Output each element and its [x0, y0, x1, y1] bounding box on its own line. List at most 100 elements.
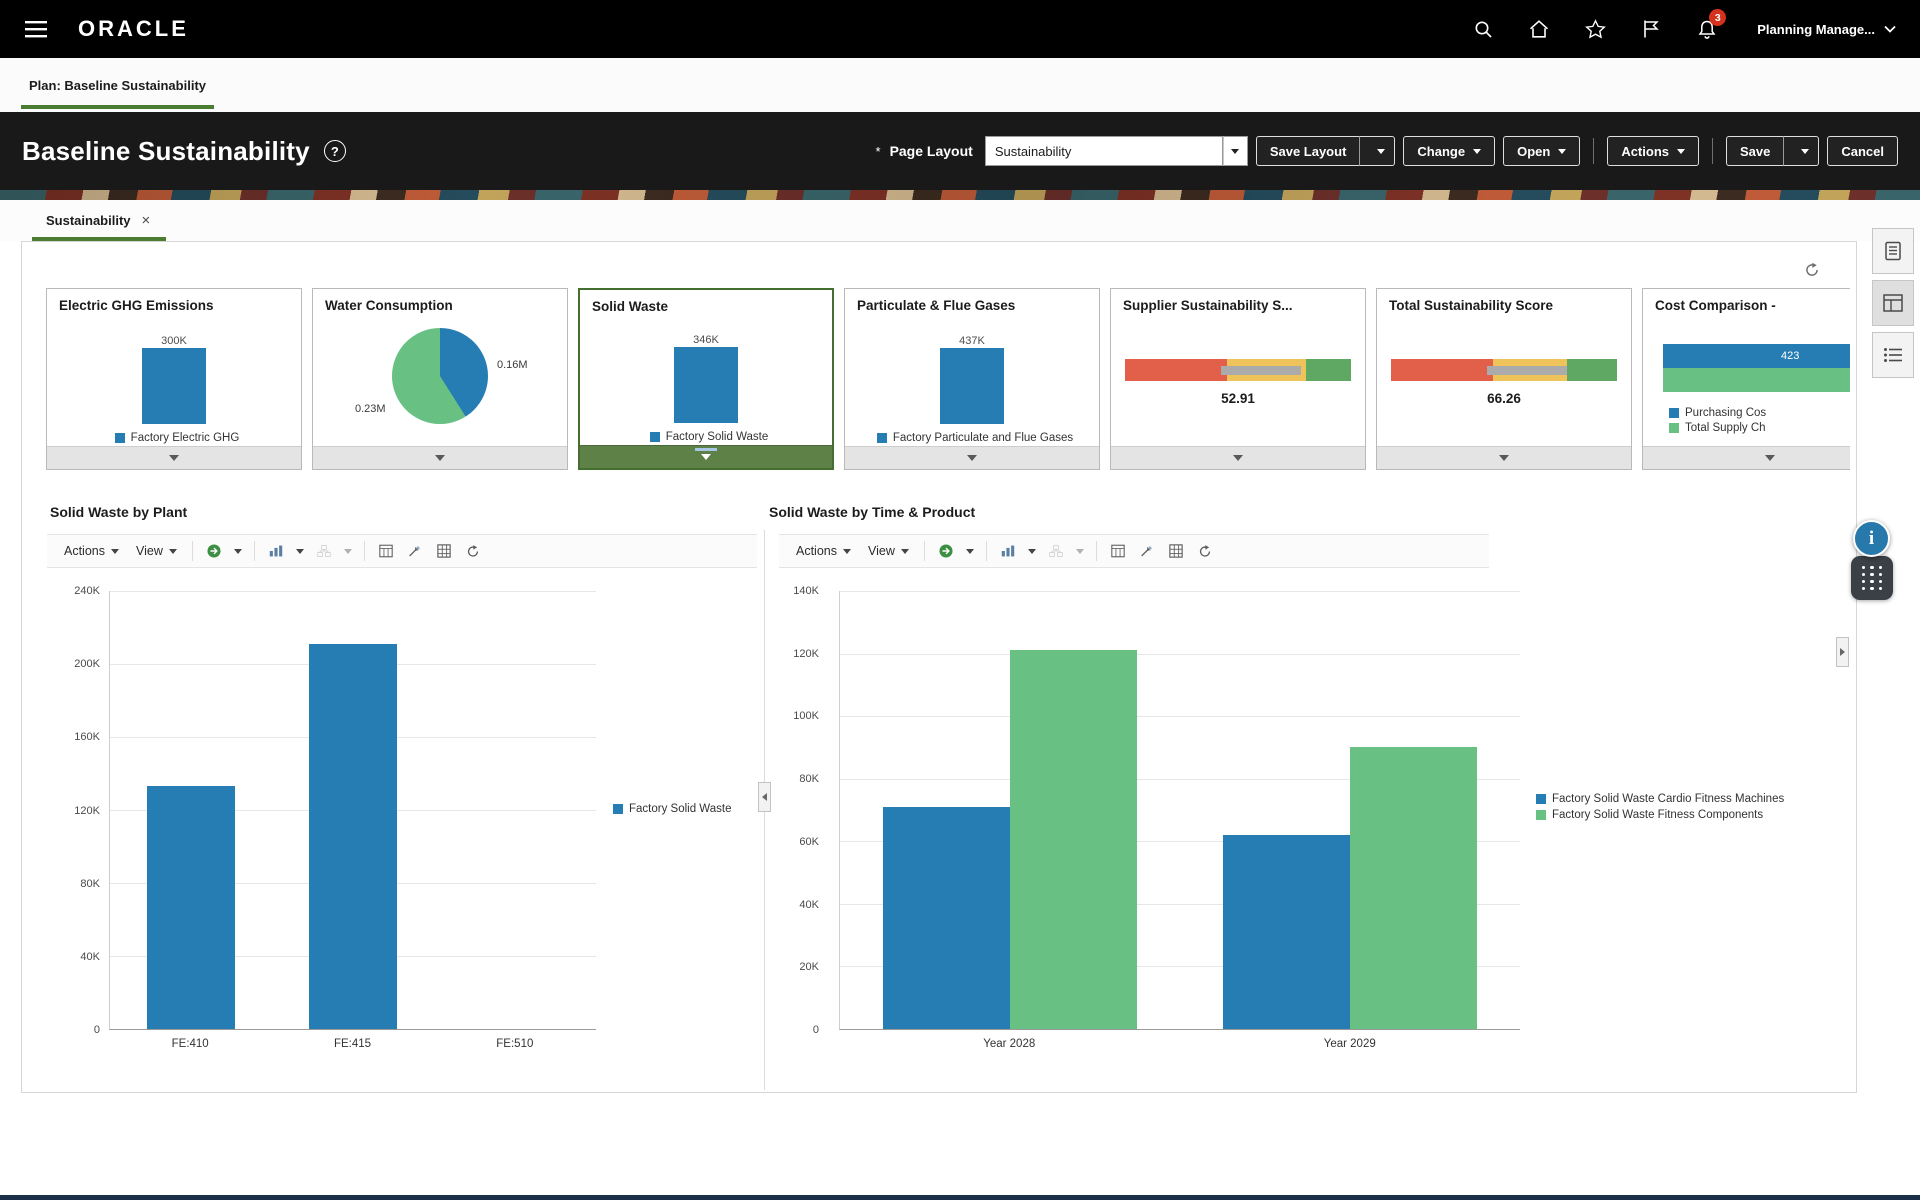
save-dropdown-button[interactable] — [1783, 136, 1820, 166]
caret-down-icon — [168, 548, 177, 554]
bar-year2028-cardio-fitness-machines[interactable] — [883, 806, 1010, 1029]
search-icon — [1475, 21, 1492, 38]
bar-fe410[interactable] — [147, 786, 235, 1029]
tile-expand-button[interactable] — [1377, 446, 1631, 469]
change-button[interactable]: Change — [1403, 136, 1496, 166]
subtab-label: Sustainability — [46, 213, 131, 228]
navigation-menu-button[interactable] — [18, 11, 54, 47]
bar-year2029-cardio-fitness-machines[interactable] — [1223, 835, 1350, 1029]
tile-expand-button[interactable] — [1111, 446, 1365, 469]
tile-expand-button[interactable] — [47, 446, 301, 469]
go-button[interactable] — [201, 538, 227, 564]
infotile-cost-comparison[interactable]: Cost Comparison - 423 Purchasing Cos Tot… — [1642, 288, 1850, 470]
go-options-button[interactable] — [230, 538, 246, 564]
user-menu[interactable]: Planning Manage... — [1751, 21, 1902, 38]
chart-toolbar: Actions View — [47, 534, 757, 568]
home-button[interactable] — [1517, 8, 1561, 50]
infotile-total-sustainability-score[interactable]: Total Sustainability Score 66.26 — [1376, 288, 1632, 470]
chart-type-options-button[interactable] — [292, 538, 308, 564]
infotile-particulate-flue-gases[interactable]: Particulate & Flue Gases 437K Factory Pa… — [844, 288, 1100, 470]
chart-type-button[interactable] — [995, 538, 1021, 564]
watchlist-button[interactable] — [1629, 8, 1673, 50]
go-options-button[interactable] — [962, 538, 978, 564]
guided-learning-button[interactable]: i — [1853, 520, 1890, 557]
tab-plan-baseline-sustainability[interactable]: Plan: Baseline Sustainability — [21, 58, 214, 112]
actions-menu-button[interactable]: Actions — [57, 538, 126, 564]
widget-keypad[interactable] — [1851, 556, 1893, 600]
export-button[interactable] — [1105, 538, 1131, 564]
close-tab-button[interactable]: × — [141, 212, 151, 229]
help-button[interactable]: ? — [323, 140, 346, 162]
grid-view-button[interactable] — [1163, 538, 1189, 564]
reset-layout-button[interactable] — [1798, 256, 1826, 284]
panel-toggle-document-button[interactable] — [1872, 228, 1914, 274]
save-layout-button[interactable]: Save Layout — [1255, 136, 1360, 166]
search-button[interactable] — [1461, 8, 1505, 50]
infotile-solid-waste[interactable]: Solid Waste 346K Factory Solid Waste — [578, 288, 834, 470]
infotile-water-consumption[interactable]: Water Consumption 0.16M 0.23M — [312, 288, 568, 470]
cancel-button[interactable]: Cancel — [1827, 136, 1898, 166]
view-menu-button[interactable]: View — [129, 538, 184, 564]
home-icon — [1530, 20, 1549, 38]
go-button[interactable] — [933, 538, 959, 564]
caret-down-icon — [843, 548, 851, 554]
panel-toggle-tiles-button[interactable] — [1872, 280, 1914, 326]
caret-down-icon — [1558, 148, 1567, 154]
keypad-dot — [1878, 586, 1883, 591]
grid-icon — [1169, 544, 1183, 558]
chart-type-button[interactable] — [263, 538, 289, 564]
y-axis-tick-label: 0 — [93, 1024, 100, 1036]
tab-sustainability[interactable]: Sustainability × — [32, 200, 167, 241]
detach-button[interactable] — [1134, 538, 1160, 564]
bar-chart-plot — [839, 591, 1520, 1030]
splitter-collapse-button[interactable] — [758, 782, 771, 812]
bar-fe415[interactable] — [309, 643, 397, 1029]
tile-legend: Factory Solid Waste — [586, 431, 832, 443]
caret-down-icon — [701, 454, 711, 460]
keypad-dot — [1878, 572, 1883, 577]
refresh-button[interactable] — [460, 538, 486, 564]
open-button[interactable]: Open — [1503, 136, 1581, 166]
hierarchy-options-button[interactable] — [340, 538, 356, 564]
grid-view-button[interactable] — [431, 538, 457, 564]
tile-expand-button[interactable] — [1643, 446, 1850, 469]
oracle-logo: ORACLE — [78, 16, 189, 41]
save-button[interactable]: Save — [1725, 136, 1784, 166]
bar-year2029-fitness-components[interactable] — [1350, 747, 1477, 1029]
export-button[interactable] — [373, 538, 399, 564]
tile-expand-button[interactable] — [580, 445, 832, 468]
bar-value-label: 423 — [1781, 350, 1800, 362]
chevron-down-icon — [1884, 25, 1896, 33]
tile-legend: Purchasing Cos Total Supply Ch — [1669, 407, 1766, 434]
notifications-button[interactable]: 3 — [1685, 8, 1729, 50]
favorites-button[interactable] — [1573, 8, 1617, 50]
expand-right-icon — [1840, 648, 1845, 656]
caret-down-icon — [900, 548, 909, 554]
panel-toggle-list-button[interactable] — [1872, 332, 1914, 378]
x-axis-category-label: FE:415 — [333, 1038, 372, 1050]
caret-down-icon — [295, 548, 304, 554]
infotile-supplier-sustainability-score[interactable]: Supplier Sustainability S... 52.91 — [1110, 288, 1366, 470]
page-layout-dropdown-button[interactable] — [1222, 136, 1248, 166]
tile-expand-button[interactable] — [313, 446, 567, 469]
bar-year2028-fitness-components[interactable] — [1010, 650, 1137, 1029]
infotile-electric-ghg-emissions[interactable]: Electric GHG Emissions 300K Factory Elec… — [46, 288, 302, 470]
chart-type-options-button[interactable] — [1024, 538, 1040, 564]
hierarchy-button[interactable] — [1043, 538, 1069, 564]
hierarchy-options-button[interactable] — [1072, 538, 1088, 564]
save-layout-dropdown-button[interactable] — [1359, 136, 1396, 166]
refresh-button[interactable] — [1192, 538, 1218, 564]
detach-button[interactable] — [402, 538, 428, 564]
view-menu-button[interactable]: View — [861, 538, 916, 564]
table-icon — [1111, 544, 1125, 558]
keypad-dot — [1870, 565, 1874, 570]
keypad-dot — [1870, 579, 1874, 584]
page-layout-value[interactable]: Sustainability — [984, 136, 1223, 166]
tile-expand-button[interactable] — [845, 446, 1099, 469]
right-splitter-handle[interactable] — [1836, 637, 1849, 667]
actions-button[interactable]: Actions — [1607, 136, 1699, 166]
actions-menu-button[interactable]: Actions — [789, 538, 858, 564]
hierarchy-button[interactable] — [311, 538, 337, 564]
legend-swatch — [1536, 810, 1546, 820]
